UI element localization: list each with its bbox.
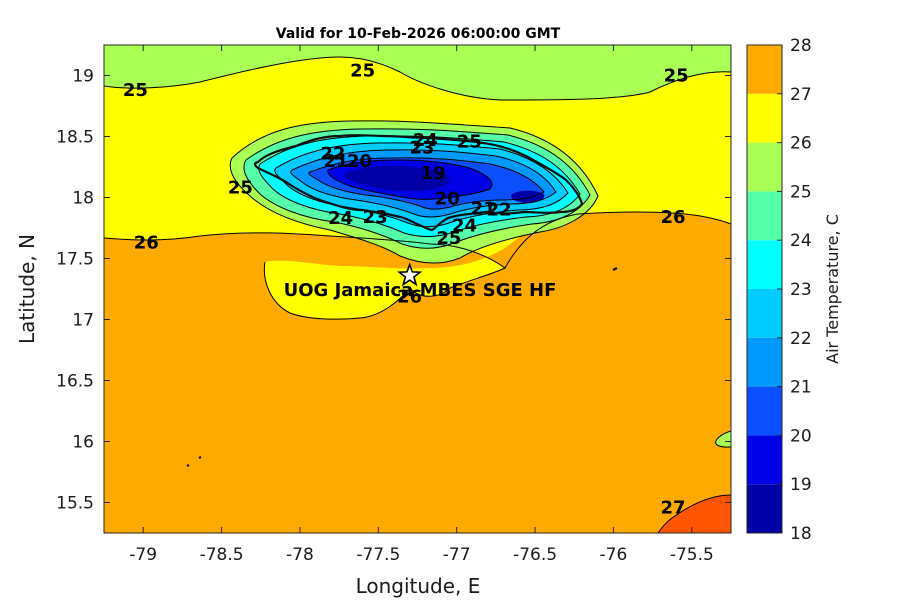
y-tick-label: 16 [72,433,94,453]
contour-label: 26 [660,207,685,228]
y-tick-label: 17.5 [56,250,94,270]
x-tick-label: -77.5 [356,545,400,565]
contour-label: 25 [123,80,148,101]
x-tick-label: -78.5 [200,545,244,565]
contour-label: 23 [410,137,435,158]
colorbar-tick-label: 27 [790,85,812,105]
colorbar-segment [747,45,782,94]
contour-label: 25 [350,61,375,82]
contour-label: 25 [228,178,253,199]
y-tick-label: 19 [72,67,94,87]
colorbar-segment [747,142,782,192]
colorbar-tick-label: 18 [790,524,812,544]
contour-label: 25 [664,66,689,87]
contour-label: 21 [323,151,348,172]
contour-label: 26 [397,286,422,307]
y-tick-label: 18 [72,189,94,209]
y-tick-label: 17 [72,311,94,331]
contour-19 [327,159,493,200]
contour-label: 24 [328,208,353,229]
colorbar-tick-label: 28 [790,36,812,56]
colorbar-tick-label: 19 [790,475,812,495]
x-tick-label: -78 [286,545,314,565]
colorbar-tick-label: 25 [790,182,812,202]
x-axis-label: Longitude, E [356,574,481,598]
contour-25-island [229,120,599,264]
x-tick-label: -76 [600,545,628,565]
colorbar-tick-label: 26 [790,134,812,154]
contour-label: 19 [421,163,446,184]
contour-label: 22 [320,144,345,165]
colorbar-tick-label: 24 [790,231,812,251]
y-tick-label: 15.5 [56,494,94,514]
x-tick-label: -79 [129,545,157,565]
contour-label: 27 [660,497,685,518]
colorbar-segment [747,240,782,289]
colorbar-tick-label: 23 [790,280,812,300]
contour-26-east [263,211,731,320]
contour-20 [308,157,545,210]
y-axis-ticks: 15.5 16 16.5 17 17.5 18 18.5 19 [56,67,731,514]
contour-label: 20 [347,151,372,172]
colorbar-segment [747,191,782,241]
y-axis-label: Latitude, N [15,234,39,344]
colorbar-segment [747,289,782,338]
contour-label: 26 [134,233,159,254]
x-tick-label: -75.5 [670,545,714,565]
contour-25-north [104,56,731,101]
y-tick-label: 16.5 [56,372,94,392]
contour-label: 20 [435,189,460,210]
colorbar-tick-label: 20 [790,426,812,446]
colorbar-tick-label: 21 [790,378,812,398]
band-26-27-corner [658,495,731,533]
x-tick-label: -76.5 [513,545,557,565]
colorbar-segment [747,484,782,533]
station-star-icon [396,262,423,287]
colorbar-tick-label: 22 [790,329,812,349]
cold-cell-east [511,190,545,203]
colorbar-segment [747,337,782,387]
station-label: UOG Jamaica MBES SGE HF [284,280,557,301]
plot-axes-box [103,44,732,534]
contour-24 [243,128,591,249]
contour-label: 21 [471,198,496,219]
station-marker: UOG Jamaica MBES SGE HF [284,262,557,301]
band-24-25-north [104,45,731,100]
band-below-18 [343,165,450,192]
contour-23 [258,135,581,238]
contour-label: 23 [363,207,388,228]
contour-label: 24 [452,216,477,237]
y-tick-label: 18.5 [56,128,94,148]
contour-21 [290,149,557,218]
chart-title: Valid for 10-Feb-2026 06:00:00 GMT [276,26,561,42]
x-axis-ticks: -79 -78.5 -78 -77.5 -77 -76.5 -76 -75.5 [129,45,714,565]
colorbar: 18 19 20 21 22 23 24 25 26 27 28 [746,36,812,544]
islets-southwest [186,456,202,467]
colorbar-segment [747,93,782,143]
contour-label: 24 [413,130,438,151]
contour-22 [274,142,569,228]
colorbar-segment [747,386,782,436]
jamaica-coastline [253,134,584,232]
islet-east [612,267,618,271]
contour-label: 25 [457,131,482,152]
colorbar-label: Air Temperature, C [823,214,842,364]
x-tick-label: -77 [443,545,471,565]
contour-25-east-lobe [715,430,731,448]
colorbar-segment [747,435,782,485]
band-24-25-east [715,431,731,448]
contour-label: 25 [436,228,461,249]
contour-label: 22 [486,200,511,221]
contour-27 [657,494,731,533]
